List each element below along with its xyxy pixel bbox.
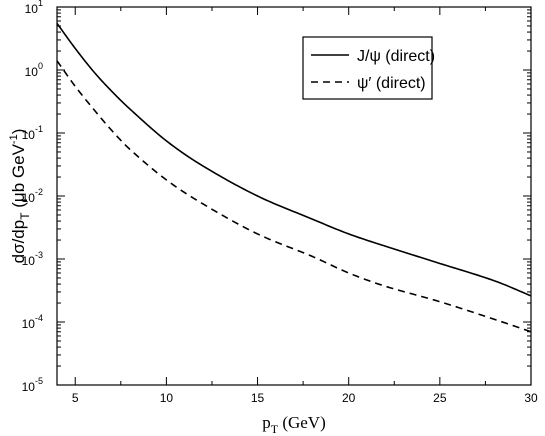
y-tick-label: 101 (25, 0, 43, 16)
y-tick-label: 10-2 (22, 187, 43, 205)
tick-marks (57, 6, 532, 386)
legend-box (302, 36, 433, 100)
plot-frame (56, 6, 532, 386)
y-axis-label: dσ/dpT (μb GeV-1) (8, 129, 32, 264)
series-line-psiprime (56, 60, 532, 333)
series-lines (56, 22, 532, 333)
x-tick-label: 20 (342, 391, 356, 405)
y-tick-label: 100 (25, 61, 43, 79)
y-tick-label: 10-3 (22, 250, 43, 268)
legend: J/ψ (direct) ψ′ (direct) (302, 36, 435, 100)
legend-label-jpsi: J/ψ (direct) (357, 48, 435, 65)
x-tick-label: 5 (72, 391, 79, 405)
y-tick-label: 10-4 (22, 313, 43, 331)
y-tick-label: 10-5 (22, 376, 43, 394)
x-tick-label: 10 (160, 391, 174, 405)
y-tick-labels: 101 100 10-1 10-2 10-3 10-4 10-5 (22, 0, 43, 394)
y-tick-label: 10-1 (22, 124, 43, 142)
x-axis-label: pT (GeV) (262, 413, 326, 436)
x-tick-labels: 5 10 15 20 25 30 (72, 391, 538, 405)
x-tick-label: 30 (524, 391, 538, 405)
x-tick-label: 25 (433, 391, 447, 405)
legend-label-psiprime: ψ′ (direct) (357, 75, 426, 92)
x-tick-label: 15 (251, 391, 265, 405)
series-line-jpsi (56, 22, 532, 297)
